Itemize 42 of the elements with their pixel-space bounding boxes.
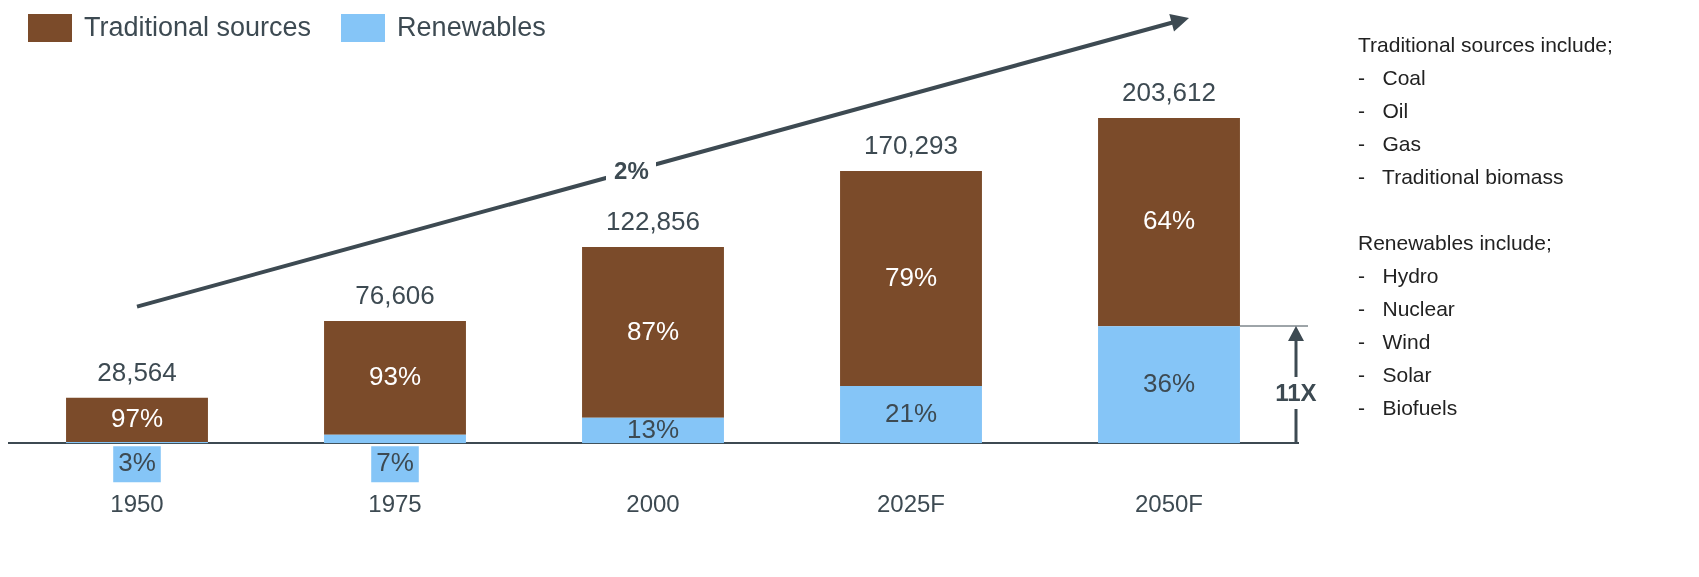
text: Traditional sources include; — [1358, 32, 1613, 58]
annotation: 21% — [884, 397, 938, 428]
bar — [1098, 326, 1240, 444]
legend-label: Renewables — [397, 12, 546, 43]
annotation: 170,293 — [864, 130, 958, 161]
x-tick-label: 1950 — [110, 490, 164, 518]
text: Renewables include; — [1358, 230, 1553, 256]
annotation: 13% — [626, 413, 680, 444]
text: - Solar — [1358, 362, 1433, 388]
annotation: 36% — [1142, 367, 1196, 398]
x-tick-label: 2050F — [1134, 490, 1204, 518]
annotation: 11X — [1267, 376, 1324, 409]
text: - Biofuels — [1358, 395, 1459, 421]
text: - Gas — [1358, 131, 1422, 157]
x-tick-label: 2000 — [626, 490, 680, 518]
annotation: 28,564 — [97, 356, 177, 387]
text: - Hydro — [1358, 263, 1440, 289]
annotation: 87% — [626, 315, 680, 346]
text: - Wind — [1358, 329, 1432, 355]
text: - Traditional biomass — [1358, 164, 1565, 190]
x-tick-label: 2025F — [876, 490, 946, 518]
bar — [840, 385, 982, 444]
text: - Coal — [1358, 65, 1427, 91]
text: 3% — [118, 447, 156, 478]
annotation: 64% — [1142, 205, 1196, 236]
bar — [1098, 118, 1240, 327]
bar — [840, 171, 982, 386]
bar — [324, 320, 466, 435]
text: - Nuclear — [1358, 296, 1456, 322]
annotation: 97% — [110, 402, 164, 433]
bar — [582, 247, 724, 418]
bar — [66, 397, 208, 442]
x-tick-label: 1975 — [368, 490, 422, 518]
annotation: 122,856 — [606, 206, 700, 237]
annotation: 2% — [606, 154, 657, 187]
legend-label: Traditional sources — [84, 12, 312, 43]
text: 203,612 — [1122, 77, 1216, 108]
annotation: 93% — [368, 361, 422, 392]
annotation: 79% — [884, 261, 938, 292]
annotation: 76,606 — [355, 280, 435, 311]
text: 7% — [376, 447, 414, 478]
text: - Oil — [1358, 98, 1410, 124]
